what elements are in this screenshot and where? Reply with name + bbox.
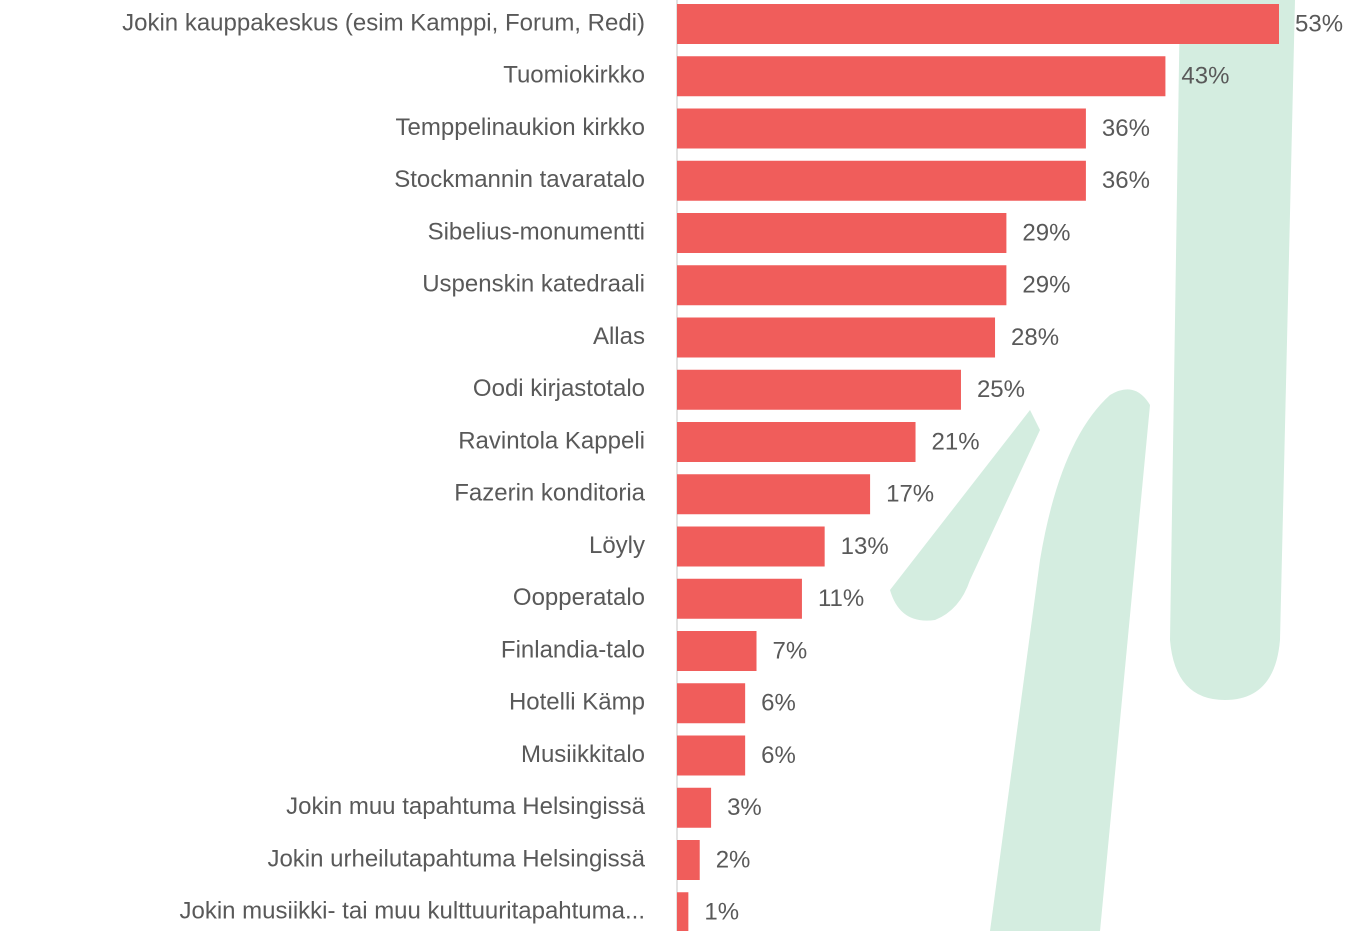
value-label: 1% xyxy=(704,899,739,926)
bar xyxy=(677,370,961,410)
y-tick-label: Temppelinaukion kirkko xyxy=(396,114,645,141)
y-tick-label: Hotelli Kämp xyxy=(509,689,645,716)
value-label: 11% xyxy=(818,585,864,612)
y-tick-label: Uspenskin katedraali xyxy=(422,271,645,298)
y-tick-label: Musiikkitalo xyxy=(521,741,645,768)
y-tick-label: Fazerin konditoria xyxy=(454,480,645,507)
bar xyxy=(677,422,916,462)
bar xyxy=(677,788,711,828)
y-tick-label: Finlandia-talo xyxy=(501,636,645,663)
value-label: 6% xyxy=(761,690,796,717)
y-tick-label: Jokin musiikki- tai muu kulttuuritapahtu… xyxy=(179,898,645,925)
value-label: 29% xyxy=(1022,272,1070,299)
bar xyxy=(677,892,688,931)
bar xyxy=(677,56,1165,96)
value-label: 3% xyxy=(727,794,762,821)
bar xyxy=(677,161,1086,201)
y-tick-label: Jokin urheilutapahtuma Helsingissä xyxy=(267,845,645,872)
bar xyxy=(677,683,745,723)
bar xyxy=(677,4,1279,44)
bar xyxy=(677,474,870,514)
value-label: 29% xyxy=(1022,219,1070,246)
y-tick-label: Löyly xyxy=(589,532,645,559)
y-tick-label: Oodi kirjastotalo xyxy=(473,375,645,402)
value-label: 6% xyxy=(761,742,796,769)
y-tick-label: Tuomiokirkko xyxy=(503,62,645,89)
value-label: 25% xyxy=(977,376,1025,403)
bar xyxy=(677,318,995,358)
y-tick-label: Ravintola Kappeli xyxy=(458,427,645,454)
bar xyxy=(677,109,1086,149)
value-label: 21% xyxy=(932,428,980,455)
y-tick-label: Jokin kauppakeskus (esim Kamppi, Forum, … xyxy=(122,9,645,36)
bar xyxy=(677,527,825,567)
value-label: 43% xyxy=(1181,63,1229,90)
y-tick-label: Jokin muu tapahtuma Helsingissä xyxy=(286,793,646,820)
value-label: 36% xyxy=(1102,115,1150,142)
value-label: 53% xyxy=(1295,10,1343,37)
value-label: 28% xyxy=(1011,324,1059,351)
bar xyxy=(677,840,700,880)
bar xyxy=(677,631,757,671)
bar xyxy=(677,579,802,619)
value-label: 7% xyxy=(773,637,808,664)
y-tick-label: Oopperatalo xyxy=(513,584,645,611)
value-label: 36% xyxy=(1102,167,1150,194)
y-tick-label: Allas xyxy=(593,323,645,350)
chart: Jokin kauppakeskus (esim Kamppi, Forum, … xyxy=(0,0,1349,931)
value-label: 13% xyxy=(841,533,889,560)
y-tick-label: Sibelius-monumentti xyxy=(428,218,645,245)
value-label: 2% xyxy=(716,846,751,873)
value-label: 17% xyxy=(886,481,934,508)
bar xyxy=(677,736,745,776)
y-tick-label: Stockmannin tavaratalo xyxy=(394,166,645,193)
bar xyxy=(677,213,1006,253)
bar xyxy=(677,265,1006,305)
